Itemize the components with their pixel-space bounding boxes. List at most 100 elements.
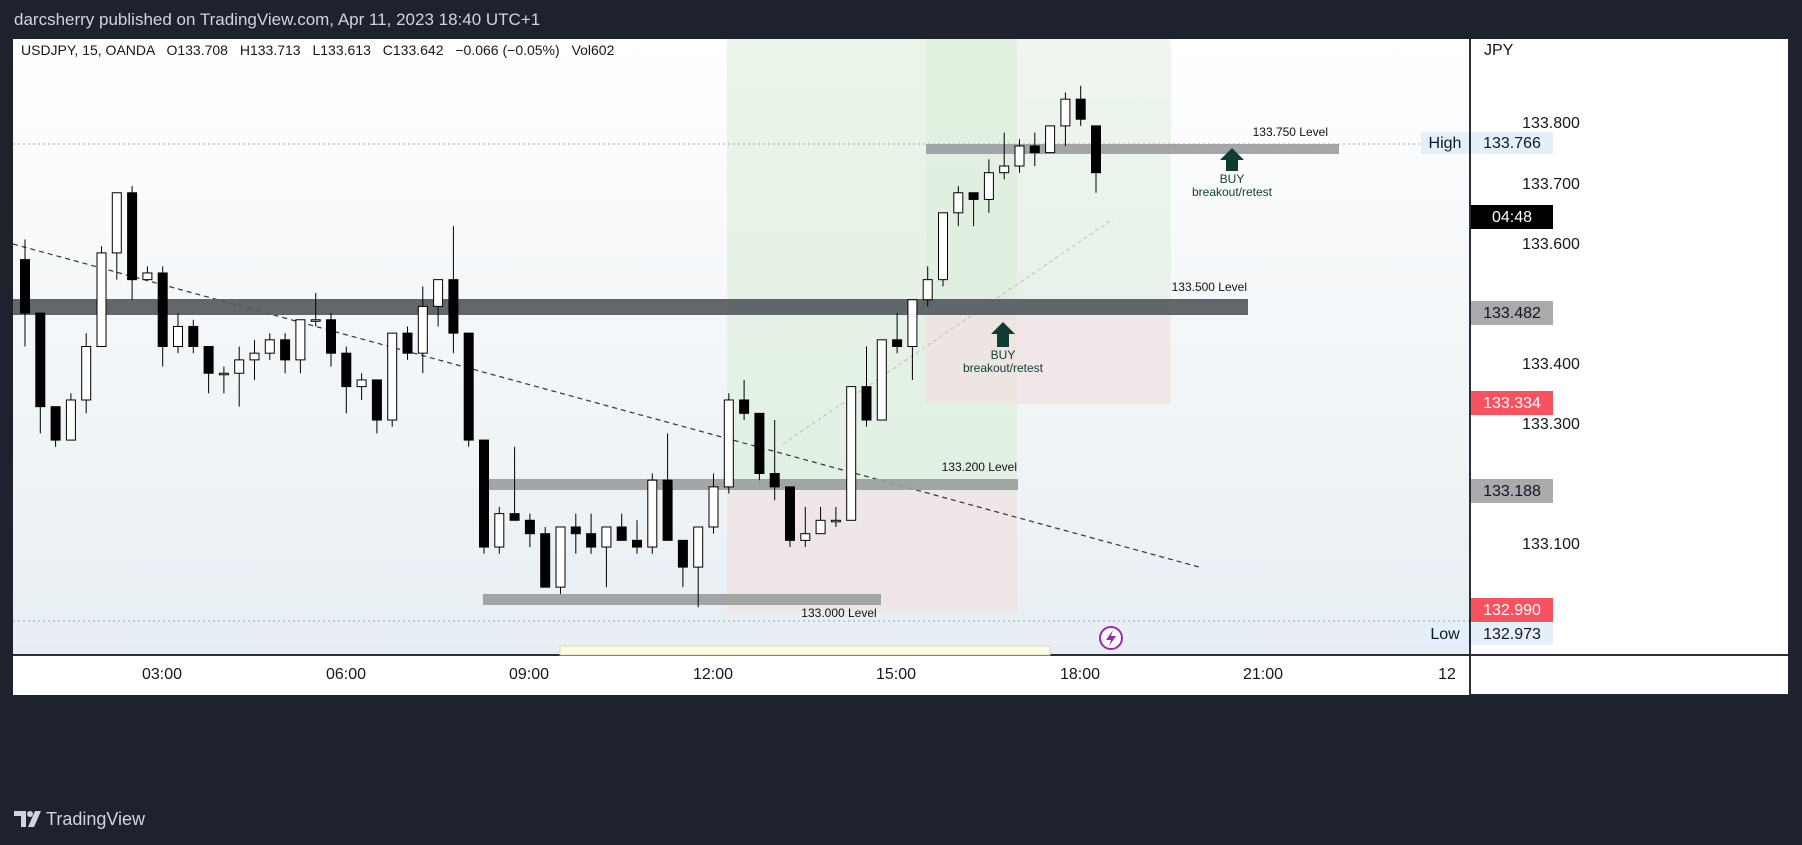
candle-bear[interactable] — [1029, 145, 1040, 154]
candle-bull[interactable] — [218, 372, 229, 376]
candle-bear[interactable] — [540, 533, 551, 588]
low-value: 132.973 — [1483, 626, 1541, 643]
candle-bull[interactable] — [387, 332, 398, 421]
candle-bull[interactable] — [264, 339, 275, 354]
candle-bull[interactable] — [173, 325, 183, 347]
candle-bull[interactable] — [1014, 145, 1025, 167]
tradingview-logo-icon[interactable] — [14, 808, 44, 830]
candle-bear[interactable] — [1075, 98, 1086, 120]
price-axis-area[interactable] — [1470, 39, 1788, 654]
candle-bull[interactable] — [1045, 125, 1056, 154]
lightning-icon[interactable] — [1099, 626, 1123, 650]
candle-bull[interactable] — [65, 399, 76, 441]
candle-bear[interactable] — [448, 279, 459, 334]
candle-bull[interactable] — [555, 526, 566, 588]
candle-bear[interactable] — [677, 539, 688, 568]
candle-bear[interactable] — [861, 386, 872, 421]
candle-bear[interactable] — [616, 526, 627, 541]
candle-bull[interactable] — [295, 319, 306, 361]
trend-line[interactable] — [12, 243, 1200, 568]
candle-bear[interactable] — [326, 319, 336, 354]
candle-bear[interactable] — [402, 332, 413, 354]
candle-bear[interactable] — [280, 339, 291, 361]
countdown-label: 04:48 — [1492, 209, 1532, 226]
candle-bear[interactable] — [632, 539, 642, 548]
level-zone-133200[interactable] — [483, 479, 1018, 490]
price-tick-133100: 133.100 — [1522, 536, 1580, 553]
price-tick-133400: 133.400 — [1522, 356, 1580, 373]
candle-bull[interactable] — [938, 212, 948, 281]
buy-arrow-lower[interactable]: BUY breakout/retest — [963, 322, 1044, 375]
candle-bull[interactable] — [249, 352, 260, 361]
badge-red-upper: 133.334 — [1483, 395, 1541, 412]
candle-bull[interactable] — [876, 339, 887, 421]
profit-zone-1[interactable] — [727, 39, 1017, 492]
candle-bear[interactable] — [127, 192, 138, 281]
candle-bear[interactable] — [1091, 125, 1101, 174]
candle-bear[interactable] — [157, 272, 168, 347]
loss-zone-2[interactable] — [926, 316, 1171, 404]
candle-bear[interactable] — [203, 346, 214, 374]
candle-bull[interactable] — [96, 252, 107, 347]
candle-bear[interactable] — [754, 412, 765, 475]
candle-bear[interactable] — [785, 486, 795, 541]
candle-bear[interactable] — [188, 325, 199, 347]
publish-header: darcsherry published on TradingView.com,… — [0, 0, 1802, 40]
candle-bear[interactable] — [50, 406, 61, 441]
candle-bear[interactable] — [479, 439, 489, 548]
candle-bull[interactable] — [494, 513, 505, 548]
candle-bear[interactable] — [35, 312, 46, 408]
buy-arrow-upper[interactable]: BUY breakout/retest — [1192, 148, 1273, 199]
candle-bull[interactable] — [815, 519, 826, 535]
candle-bear[interactable] — [509, 513, 520, 521]
buy-label-upper: BUY — [1220, 172, 1245, 186]
candle-bull[interactable] — [647, 479, 658, 548]
candle-bear[interactable] — [463, 332, 474, 441]
time-tick-1500: 15:00 — [876, 666, 916, 683]
candle-bear[interactable] — [20, 259, 30, 314]
candle-bull[interactable] — [111, 192, 122, 254]
chart-canvas[interactable]: 133.750 Level 133.500 Level 133.200 Leve… — [12, 39, 1788, 795]
candle-bear[interactable] — [968, 192, 979, 200]
time-axis-area[interactable] — [13, 656, 1469, 694]
candle-bull[interactable] — [234, 359, 245, 374]
candle-bear[interactable] — [769, 473, 780, 488]
candle-bull[interactable] — [1060, 98, 1071, 127]
candle-bull[interactable] — [81, 346, 92, 401]
candle-bear[interactable] — [371, 379, 382, 421]
candle-bear[interactable] — [524, 519, 535, 535]
level-zone-133500[interactable] — [13, 299, 1248, 315]
candle-bull[interactable] — [356, 379, 367, 388]
candle-bear[interactable] — [586, 533, 597, 548]
candle-bull[interactable] — [417, 305, 428, 354]
candle-bull[interactable] — [142, 272, 153, 281]
candle-bull[interactable] — [999, 165, 1010, 174]
candle-bear[interactable] — [892, 339, 903, 347]
candle-bull[interactable] — [433, 279, 444, 307]
candle-bull[interactable] — [601, 526, 612, 548]
loss-zone-1[interactable] — [727, 492, 1017, 612]
candle-bull[interactable] — [708, 486, 719, 528]
candle-bear[interactable] — [739, 399, 750, 414]
time-tick-1800: 18:00 — [1060, 666, 1100, 683]
candle-bull[interactable] — [846, 386, 857, 521]
candle-bull[interactable] — [800, 533, 811, 541]
level-zone-133000[interactable] — [483, 594, 881, 605]
level-zone-133750[interactable] — [926, 144, 1339, 154]
candle-bull[interactable] — [922, 279, 933, 301]
candle-bull[interactable] — [830, 519, 841, 523]
profit-zone-2[interactable] — [926, 39, 1171, 316]
level-label-133750: 133.750 Level — [1253, 125, 1328, 139]
candle-bull[interactable] — [983, 172, 994, 200]
candle-series[interactable] — [20, 85, 1101, 608]
candle-bull[interactable] — [723, 399, 734, 488]
candle-bull[interactable] — [953, 192, 964, 214]
candle-bull[interactable] — [693, 526, 704, 568]
candle-bear[interactable] — [570, 526, 581, 535]
candle-bull[interactable] — [907, 299, 918, 347]
tradingview-brand[interactable]: TradingView — [46, 809, 146, 829]
candle-bull[interactable] — [310, 319, 321, 322]
candle-bear[interactable] — [662, 479, 673, 541]
candle-bear[interactable] — [341, 352, 352, 388]
badge-133482: 133.482 — [1483, 305, 1541, 322]
